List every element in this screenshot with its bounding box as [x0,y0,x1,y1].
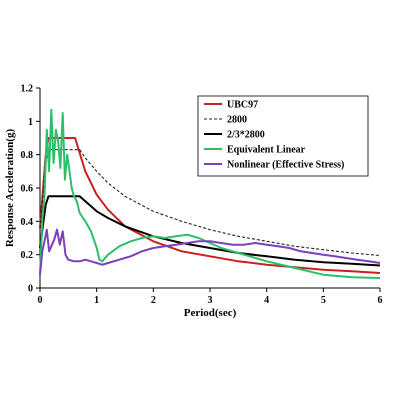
series-line-nonlinear-effective-stress [39,228,381,275]
legend-label-ubc97: UBC97 [227,100,258,111]
x-ticks: 0 1 2 3 4 5 6 [38,288,383,306]
x-axis-title: Period(sec) [184,307,237,319]
y-tick-label: 0.8 [21,150,34,161]
legend-label-equivalent-linear: Equivalent Linear [227,145,306,156]
legend-box [197,95,369,177]
series-line-equivalent-linear [39,108,381,279]
legend-items: UBC97 2800 2/3*2800 Equivalent Linear Nonlin… [204,100,344,171]
y-ticks: 0 0.2 0.4 0.6 0.8 1 1.2 [21,84,40,295]
x-tick-label: 3 [208,295,213,306]
x-tick-label: 2 [151,295,156,306]
y-tick-label: 0 [28,284,33,295]
y-axis-title: Response Acceleration(g) [4,129,16,248]
y-tick-label: 1.2 [21,84,34,95]
x-tick-label: 0 [38,295,43,306]
y-tick-label: 1 [28,117,33,128]
x-tick-label: 4 [264,295,269,306]
legend: UBC97 2800 2/3*2800 Equivalent Linear Nonlin… [197,95,369,177]
x-tick-label: 6 [378,295,383,306]
x-tick-label: 1 [94,295,99,306]
y-tick-label: 0.2 [21,250,34,261]
series-line-ubc97 [39,137,381,274]
legend-label-nonlinear-effective-stress: Nonlinear (Effective Stress) [227,160,344,171]
legend-label-2800: 2800 [227,115,247,126]
series-lines [39,108,381,279]
legend-label-2-3-2800: 2/3*2800 [227,130,265,141]
x-tick-label: 5 [321,295,326,306]
y-tick-label: 0.6 [21,184,34,195]
y-tick-label: 0.4 [21,217,34,228]
series-line-2800 [39,149,381,257]
